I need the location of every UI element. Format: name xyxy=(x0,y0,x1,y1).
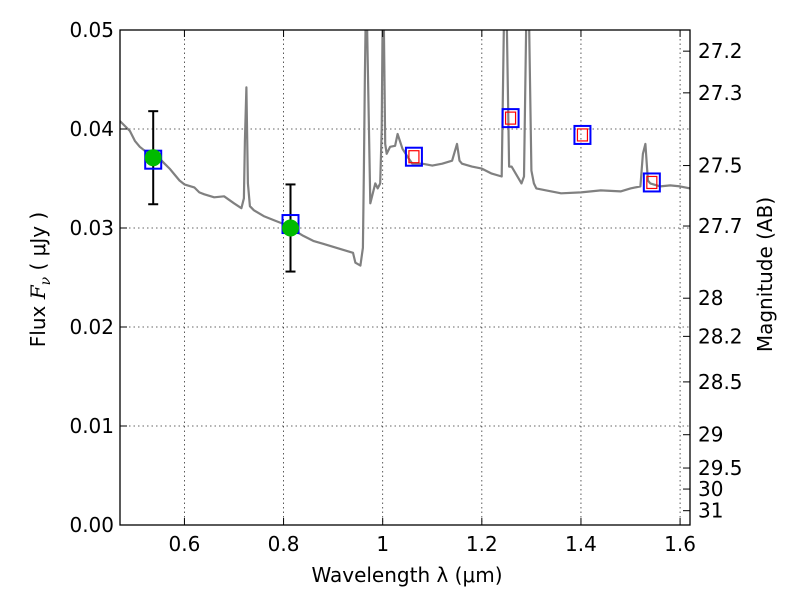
y-tick-label: 0.00 xyxy=(69,513,114,537)
y-axis-label: Flux Fν ( μJy ) xyxy=(26,212,54,347)
grid xyxy=(120,30,690,525)
y-tick-label: 0.02 xyxy=(69,315,114,339)
y2-tick-label: 31 xyxy=(698,499,723,523)
y2-tick-label: 27.3 xyxy=(698,81,743,105)
model-flux-square xyxy=(573,124,592,145)
y2-tick-label: 27.7 xyxy=(698,214,743,238)
x-tick-label: 1.6 xyxy=(664,532,696,556)
plot-frame xyxy=(119,29,691,526)
y2-tick-label: 29 xyxy=(698,423,723,447)
y2-tick-label: 27.5 xyxy=(698,154,743,178)
y2-tick-label: 28 xyxy=(698,286,723,310)
y2-tick-label: 29.5 xyxy=(698,456,743,480)
y-tick-label: 0.05 xyxy=(69,18,114,42)
x-tick-label: 1.4 xyxy=(565,532,597,556)
axes: 0.6 0.8 1 1.2 1.4 1.6 0.00 0.01 0.02 0.03 0.04 0.05… xyxy=(69,18,742,556)
observed-point xyxy=(282,219,300,237)
model-flux-square xyxy=(642,172,661,193)
x-axis-label: Wavelength λ (μm) xyxy=(311,563,502,587)
model-flux-square xyxy=(501,108,520,129)
y-tick-label: 0.03 xyxy=(69,216,114,240)
observed-point xyxy=(144,149,162,167)
x-tick-label: 0.6 xyxy=(169,532,201,556)
spectrum-layer xyxy=(120,30,690,267)
y2-tick-label: 28.5 xyxy=(698,370,743,394)
x-tick-label: 0.8 xyxy=(268,532,300,556)
y2-tick-label: 30 xyxy=(698,477,723,501)
model-flux-inner-square xyxy=(646,175,658,190)
x-tick-label: 1.2 xyxy=(466,532,498,556)
model-flux-inner-square xyxy=(408,150,420,164)
model-flux-inner-square xyxy=(576,128,589,142)
y2-axis-label: Magnitude (AB) xyxy=(753,197,777,352)
y-tick-label: 0.04 xyxy=(69,117,114,141)
x-tick-label: 1 xyxy=(376,532,389,556)
y-tick-label: 0.01 xyxy=(69,414,114,438)
model-flux-inner-square xyxy=(504,111,517,125)
model-flux-square xyxy=(404,146,423,167)
y2-tick-label: 27.2 xyxy=(698,39,743,63)
spectrum-line xyxy=(120,30,690,267)
y2-tick-label: 28.2 xyxy=(698,324,743,348)
points-layer xyxy=(144,108,661,273)
